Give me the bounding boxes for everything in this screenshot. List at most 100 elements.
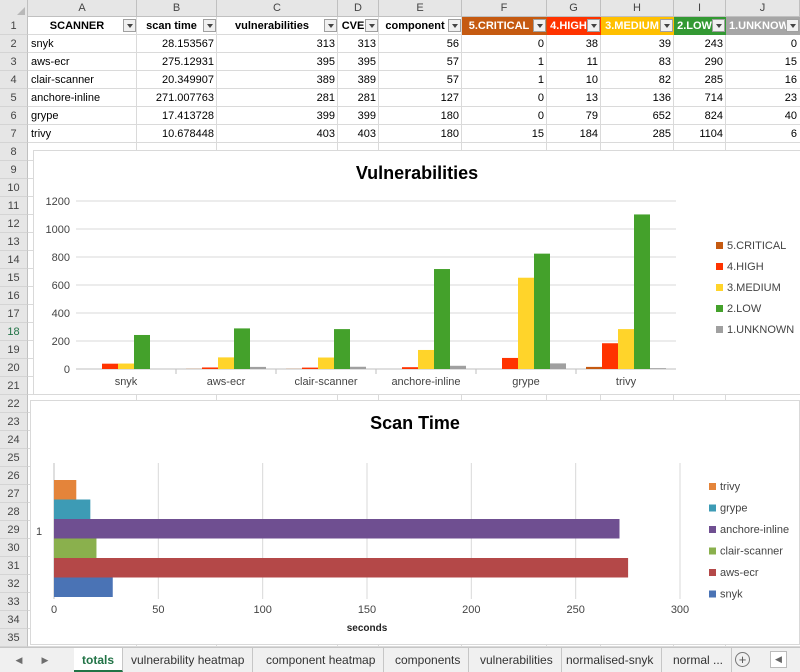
triangle-right-icon[interactable]: ▶ (41, 655, 49, 665)
row-header[interactable]: 1 (0, 17, 28, 35)
row-header[interactable]: 19 (0, 341, 28, 359)
row-header[interactable]: 4 (0, 71, 28, 89)
scroll-left-icon[interactable]: ◀ (770, 651, 787, 668)
row-header[interactable]: 7 (0, 125, 28, 143)
filter-dropdown-icon[interactable] (786, 19, 799, 32)
table-cell[interactable]: 11 (586, 56, 598, 68)
filter-dropdown-icon[interactable] (660, 19, 673, 32)
scan-time-chart[interactable]: Scan Time 0 50 100 150 200 250 300 seconds 1 triv… (30, 400, 800, 645)
table-cell[interactable]: 389 (357, 74, 376, 86)
table-cell[interactable]: 38 (585, 38, 598, 50)
table-cell[interactable]: 1104 (699, 128, 723, 140)
row-header[interactable]: 29 (0, 521, 28, 539)
filter-dropdown-icon[interactable] (324, 19, 337, 32)
table-cell[interactable]: 290 (704, 56, 723, 68)
table-cell[interactable]: 23 (784, 92, 797, 104)
row-header[interactable]: 28 (0, 503, 28, 521)
header-cell-critical[interactable]: 5.CRITICAL (462, 17, 547, 35)
table-cell[interactable]: 243 (704, 38, 723, 50)
tab-normal-more[interactable]: normal ... (665, 648, 733, 672)
table-cell[interactable]: 824 (704, 110, 723, 122)
row-header[interactable]: 10 (0, 179, 28, 197)
row-header[interactable]: 34 (0, 611, 28, 629)
select-all-corner[interactable] (0, 0, 28, 17)
header-cell-scan-time[interactable]: scan time (137, 17, 217, 35)
vulnerabilities-chart[interactable]: Vulnerabilities 0 200 400 600 800 1000 1200 sny… (33, 150, 800, 395)
row-header[interactable]: 21 (0, 377, 28, 395)
row-header[interactable]: 2 (0, 35, 28, 53)
table-cell[interactable]: 281 (357, 92, 376, 104)
table-cell[interactable]: 281 (316, 92, 335, 104)
row-header[interactable]: 8 (0, 143, 28, 161)
row-header[interactable]: 20 (0, 359, 28, 377)
table-cell[interactable]: 17.413728 (162, 110, 214, 122)
row-header[interactable]: 22 (0, 395, 28, 413)
row-header[interactable]: 12 (0, 215, 28, 233)
table-cell[interactable]: 0 (537, 110, 544, 122)
row-header[interactable]: 26 (0, 467, 28, 485)
table-cell[interactable]: 127 (440, 92, 459, 104)
tab-normalised-snyk[interactable]: normalised-snyk (558, 648, 663, 672)
column-header-h[interactable]: H (601, 0, 674, 17)
column-header-b[interactable]: B (137, 0, 217, 17)
tab-components[interactable]: components (387, 648, 470, 672)
column-header-j[interactable]: J (726, 0, 800, 17)
row-header[interactable]: 32 (0, 575, 28, 593)
row-header[interactable]: 23 (0, 413, 28, 431)
table-cell[interactable]: 403 (357, 128, 376, 140)
table-cell[interactable]: 395 (316, 56, 335, 68)
table-cell[interactable]: aws-ecr (31, 56, 70, 68)
filter-dropdown-icon[interactable] (448, 19, 461, 32)
header-cell-scanner[interactable]: SCANNER (28, 17, 137, 35)
table-cell[interactable]: 40 (784, 110, 797, 122)
table-cell[interactable]: 136 (652, 92, 671, 104)
row-header-active[interactable]: 18 (0, 323, 28, 341)
table-cell[interactable]: 652 (652, 110, 671, 122)
header-cell-medium[interactable]: 3.MEDIUM (601, 17, 674, 35)
triangle-left-icon[interactable]: ◀ (15, 655, 23, 665)
row-header[interactable]: 17 (0, 305, 28, 323)
table-cell[interactable]: 285 (652, 128, 671, 140)
row-header[interactable]: 30 (0, 539, 28, 557)
row-header[interactable]: 27 (0, 485, 28, 503)
row-header[interactable]: 33 (0, 593, 28, 611)
table-cell[interactable]: 275.12931 (162, 56, 214, 68)
table-cell[interactable]: 395 (357, 56, 376, 68)
table-cell[interactable]: 184 (579, 128, 598, 140)
plus-circle-icon[interactable]: + (735, 652, 750, 667)
table-cell[interactable]: 20.349907 (162, 74, 214, 86)
header-cell-component[interactable]: component (379, 17, 462, 35)
table-cell[interactable]: 10 (585, 74, 598, 86)
filter-dropdown-icon[interactable] (712, 19, 725, 32)
column-header-d[interactable]: D (338, 0, 379, 17)
row-header[interactable]: 15 (0, 269, 28, 287)
table-cell[interactable]: anchore-inline (31, 92, 101, 104)
table-cell[interactable]: grype (31, 110, 59, 122)
header-cell-low[interactable]: 2.LOW (674, 17, 726, 35)
table-cell[interactable]: 389 (316, 74, 335, 86)
table-cell[interactable]: 180 (440, 110, 459, 122)
filter-dropdown-icon[interactable] (203, 19, 216, 32)
table-cell[interactable]: 271.007763 (155, 92, 214, 104)
tab-vulnerabilities[interactable]: vulnerabilities (472, 648, 562, 672)
column-header-i[interactable]: I (674, 0, 726, 17)
table-cell[interactable]: clair-scanner (31, 74, 94, 86)
table-cell[interactable]: 82 (658, 74, 671, 86)
header-cell-unknown[interactable]: 1.UNKNOWN (726, 17, 800, 35)
sheet-grid[interactable]: SCANNER scan time vulnerabilities CVE co… (28, 17, 800, 647)
filter-dropdown-icon[interactable] (587, 19, 600, 32)
table-cell[interactable]: 714 (704, 92, 723, 104)
header-cell-vulnerabilities[interactable]: vulnerabilities (217, 17, 338, 35)
table-cell[interactable]: 0 (537, 92, 544, 104)
table-cell[interactable]: 180 (440, 128, 459, 140)
table-cell[interactable]: 57 (446, 74, 459, 86)
table-cell[interactable]: 10.678448 (162, 128, 214, 140)
table-cell[interactable]: 15 (531, 128, 544, 140)
header-cell-high[interactable]: 4.HIGH (547, 17, 601, 35)
row-header[interactable]: 5 (0, 89, 28, 107)
column-header-g[interactable]: G (547, 0, 601, 17)
table-cell[interactable]: 403 (316, 128, 335, 140)
tab-vulnerability-heatmap[interactable]: vulnerability heatmap (123, 648, 254, 672)
filter-dropdown-icon[interactable] (533, 19, 546, 32)
header-cell-cve[interactable]: CVE (338, 17, 379, 35)
